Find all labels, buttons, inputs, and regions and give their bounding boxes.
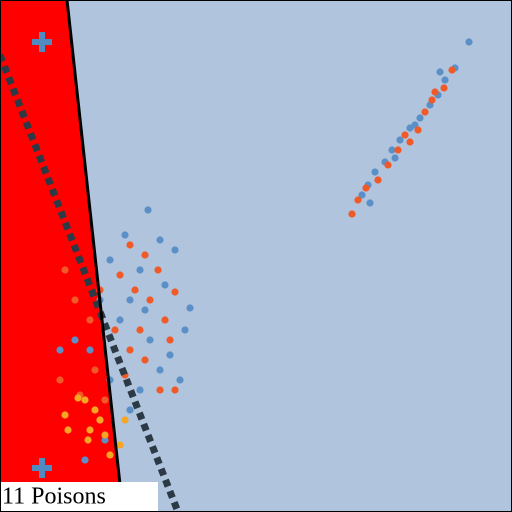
point bbox=[186, 304, 194, 312]
plus-marker bbox=[32, 458, 52, 478]
caption: 11 Poisons bbox=[2, 484, 106, 510]
point bbox=[126, 296, 134, 304]
point bbox=[436, 68, 444, 76]
point bbox=[161, 281, 169, 289]
point bbox=[366, 199, 374, 207]
point bbox=[141, 251, 149, 259]
point bbox=[126, 346, 134, 354]
point bbox=[421, 108, 429, 116]
shifted-boundary bbox=[0, 53, 182, 512]
point bbox=[81, 456, 89, 464]
point bbox=[391, 154, 399, 162]
point bbox=[161, 316, 169, 324]
point bbox=[56, 346, 64, 354]
point bbox=[388, 146, 396, 154]
point bbox=[111, 326, 119, 334]
point bbox=[171, 246, 179, 254]
point bbox=[81, 396, 89, 404]
point bbox=[144, 206, 152, 214]
point bbox=[384, 161, 392, 169]
point bbox=[401, 131, 409, 139]
point bbox=[101, 436, 109, 444]
point bbox=[156, 386, 164, 394]
point bbox=[396, 136, 404, 144]
point bbox=[86, 426, 94, 434]
point bbox=[126, 241, 134, 249]
point bbox=[374, 176, 382, 184]
point bbox=[91, 406, 99, 414]
point bbox=[96, 416, 104, 424]
point bbox=[61, 266, 69, 274]
point bbox=[101, 431, 109, 439]
point bbox=[181, 326, 189, 334]
point bbox=[136, 266, 144, 274]
point bbox=[156, 236, 164, 244]
point bbox=[86, 346, 94, 354]
point bbox=[116, 441, 124, 449]
point bbox=[91, 366, 99, 374]
point bbox=[126, 406, 134, 414]
point bbox=[428, 96, 436, 104]
point bbox=[71, 336, 79, 344]
point bbox=[440, 84, 448, 92]
point bbox=[136, 386, 144, 394]
point bbox=[166, 351, 174, 359]
point bbox=[154, 266, 162, 274]
point bbox=[121, 231, 129, 239]
point bbox=[171, 288, 179, 296]
point bbox=[448, 66, 456, 74]
point bbox=[136, 326, 144, 334]
point bbox=[441, 76, 449, 84]
poison-region bbox=[0, 0, 123, 512]
point bbox=[362, 184, 370, 192]
point bbox=[116, 271, 124, 279]
point bbox=[354, 196, 362, 204]
point bbox=[106, 451, 114, 459]
point bbox=[465, 38, 473, 46]
boundary bbox=[65, 0, 125, 512]
plus-marker bbox=[32, 32, 52, 52]
point bbox=[141, 356, 149, 364]
point bbox=[414, 126, 422, 134]
point bbox=[431, 88, 439, 96]
point bbox=[171, 386, 179, 394]
point bbox=[371, 168, 379, 176]
point bbox=[101, 396, 109, 404]
point bbox=[86, 316, 94, 324]
point bbox=[166, 336, 174, 344]
point bbox=[116, 316, 124, 324]
point bbox=[56, 376, 64, 384]
point bbox=[121, 416, 129, 424]
point bbox=[131, 286, 139, 294]
point bbox=[84, 436, 92, 444]
point bbox=[156, 366, 164, 374]
point bbox=[64, 426, 72, 434]
point bbox=[141, 306, 149, 314]
point bbox=[176, 376, 184, 384]
point bbox=[146, 336, 154, 344]
point bbox=[348, 210, 356, 218]
point bbox=[74, 394, 82, 402]
point bbox=[358, 191, 366, 199]
point bbox=[106, 256, 114, 264]
point bbox=[71, 296, 79, 304]
point bbox=[146, 296, 154, 304]
point bbox=[394, 146, 402, 154]
caption-box bbox=[0, 482, 158, 512]
point bbox=[61, 411, 69, 419]
point bbox=[406, 138, 414, 146]
point bbox=[416, 114, 424, 122]
